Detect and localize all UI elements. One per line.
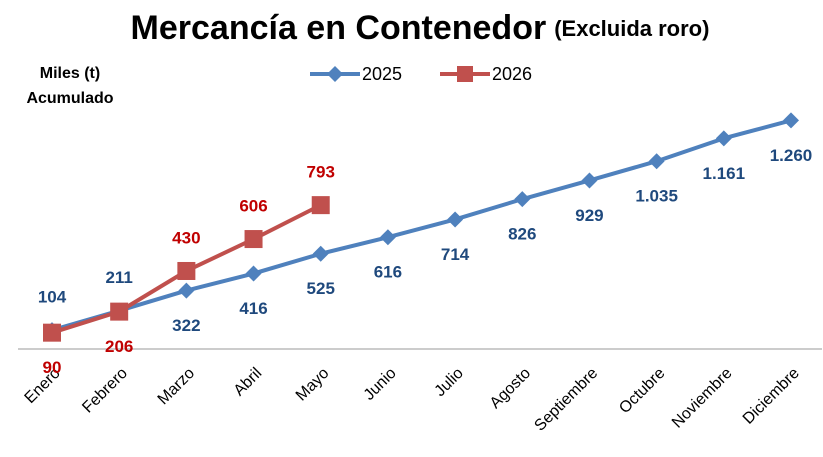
point — [311, 196, 330, 215]
data-label: 211 — [105, 268, 132, 287]
x-tick-label: Junio — [361, 365, 400, 404]
data-label: 90 — [43, 358, 62, 377]
x-tick-label: Febrero — [79, 365, 131, 417]
series-line — [51, 118, 792, 333]
point — [715, 130, 732, 147]
legend-label: 2025 — [362, 64, 402, 84]
data-label: 793 — [307, 163, 335, 182]
point — [110, 302, 129, 321]
title-main: Mercancía en Contenedor — [131, 9, 547, 47]
legend-marker — [327, 66, 343, 82]
data-label: 430 — [172, 228, 200, 247]
data-label: 416 — [239, 299, 267, 318]
data-label: 714 — [441, 245, 470, 264]
point — [783, 112, 799, 129]
data-label: 929 — [575, 206, 603, 225]
data-label: 1.260 — [770, 146, 813, 165]
y-axis-label: Miles (t) — [40, 65, 100, 82]
x-tick-label: Agosto — [487, 365, 534, 412]
x-tick-label: Septiembre — [531, 365, 601, 435]
legend-marker — [457, 66, 473, 82]
point — [43, 323, 61, 342]
data-label: 1.161 — [703, 164, 746, 183]
data-label: 525 — [307, 279, 335, 298]
point — [312, 245, 329, 262]
point — [245, 265, 262, 282]
data-label: 606 — [239, 197, 267, 216]
point — [379, 229, 396, 246]
legend-label: 2026 — [492, 64, 532, 84]
data-label: 616 — [374, 263, 402, 282]
x-tick-label: Mayo — [293, 365, 333, 405]
data-label: 1.035 — [635, 187, 678, 206]
x-tick-label: Julio — [432, 365, 467, 400]
chart-title: Mercancía en Contenedor (Excluida roro) — [131, 9, 710, 47]
point — [447, 211, 464, 228]
point — [244, 230, 263, 249]
x-tick-label: Abril — [231, 365, 266, 400]
y-axis-label: Acumulado — [26, 90, 113, 107]
data-label: 104 — [38, 288, 67, 307]
x-tick-label: Octubre — [616, 365, 668, 417]
x-tick-label: Marzo — [155, 365, 199, 409]
point — [581, 172, 598, 189]
point — [177, 261, 196, 280]
point — [514, 191, 531, 208]
data-label: 206 — [105, 337, 133, 356]
point — [648, 153, 665, 170]
x-tick-label: Diciembre — [740, 365, 803, 428]
x-tick-label: Noviembre — [669, 365, 736, 432]
data-label: 322 — [172, 316, 200, 335]
title-sub: (Excluida roro) — [554, 16, 709, 41]
data-label: 826 — [508, 225, 536, 244]
point — [178, 282, 195, 299]
